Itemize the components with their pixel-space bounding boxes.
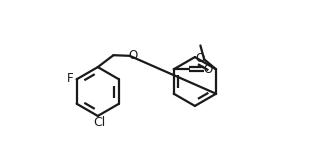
Text: F: F: [66, 72, 73, 85]
Text: O: O: [128, 49, 137, 62]
Text: O: O: [203, 63, 213, 76]
Text: O: O: [195, 52, 204, 65]
Text: Cl: Cl: [93, 116, 105, 129]
